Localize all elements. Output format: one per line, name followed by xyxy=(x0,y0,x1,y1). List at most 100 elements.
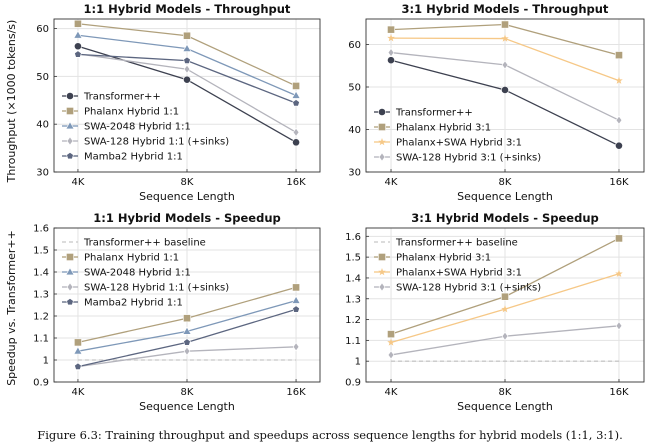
plot-frame xyxy=(53,18,321,173)
data-point xyxy=(183,56,191,64)
legend-label: Phalanx+SWA Hybrid 3:1 xyxy=(396,138,522,149)
legend-marker xyxy=(66,253,74,261)
chart-panel-4: 0.9 1 1.1 1.2 1.3 1.4 1.5 1.6 4K 8K 16K 3:1 Hybrid … xyxy=(345,211,645,413)
legend-label: Transformer++ baseline xyxy=(395,238,518,249)
y-tick-label: 1.6 xyxy=(33,224,49,235)
legend-label: Phalanx Hybrid 1:1 xyxy=(84,107,179,118)
chart-panel-2: 30 40 50 60 4K 8K 16K 3:1 Hybrid Models - Throu… xyxy=(348,2,645,203)
data-point xyxy=(183,314,191,323)
y-tick-label: 0.9 xyxy=(345,378,361,389)
chart-panel-1: 30 40 50 60 4K 8K 16K 1:1 Hybrid Models - Throu… xyxy=(36,2,321,203)
chart-title: 3:1 Hybrid Models - Throughput xyxy=(402,2,609,16)
x-tick-label: 4K xyxy=(385,177,398,188)
legend-label: SWA-2048 Hybrid 1:1 xyxy=(84,268,191,279)
data-point xyxy=(182,326,192,335)
chart-panel-3: 0.9 1 1.1 1.2 1.3 1.4 1.5 1.6 4K 8K 16K 1:1 Hybrid … xyxy=(33,211,321,413)
x-tick-label: 8K xyxy=(499,387,512,398)
data-point xyxy=(387,330,395,339)
chart-title: 3:1 Hybrid Models - Speedup xyxy=(411,211,599,225)
y-tick-label: 40 xyxy=(348,125,361,136)
data-point xyxy=(291,295,301,304)
y-tick-label: 1.2 xyxy=(33,312,49,323)
data-point xyxy=(501,292,509,301)
legend-label: SWA-128 Hybrid 3:1 (+sinks) xyxy=(396,153,541,164)
legend-marker xyxy=(378,123,386,131)
data-point xyxy=(182,43,192,52)
y-tick-label: 1 xyxy=(355,357,361,368)
data-point xyxy=(615,141,623,150)
legend-marker xyxy=(378,253,386,261)
legend-label: Phalanx Hybrid 1:1 xyxy=(84,253,179,264)
data-point xyxy=(501,34,509,42)
figure-canvas: Throughput (×1000 tokens/s) Speedup vs. … xyxy=(5,2,645,413)
legend-marker xyxy=(66,298,74,306)
legend-marker xyxy=(378,152,386,162)
x-tick-label: 8K xyxy=(181,177,194,188)
y-tick-label: 1.6 xyxy=(345,232,361,243)
x-axis-label: Sequence Length xyxy=(457,190,553,203)
data-point xyxy=(501,305,509,313)
y-tick-label: 1.4 xyxy=(345,273,361,284)
speedup-ylabel: Speedup vs. Transformer++ xyxy=(5,230,18,386)
data-point xyxy=(74,362,82,370)
data-point xyxy=(292,283,300,292)
data-point xyxy=(74,19,82,28)
data-point xyxy=(74,50,82,58)
legend-marker xyxy=(66,92,74,100)
data-point xyxy=(615,76,623,84)
data-point xyxy=(615,234,623,243)
x-tick-label: 16K xyxy=(609,387,629,398)
legend-marker xyxy=(65,267,75,276)
data-point xyxy=(387,34,395,42)
y-tick-label: 50 xyxy=(348,83,361,94)
data-point xyxy=(292,82,300,90)
x-tick-label: 4K xyxy=(71,387,84,398)
legend-marker xyxy=(66,136,74,146)
data-point xyxy=(183,64,191,74)
legend-label: Mamba2 Hybrid 1:1 xyxy=(84,152,183,163)
data-point xyxy=(387,350,395,360)
legend-marker xyxy=(378,108,386,116)
data-point xyxy=(183,338,191,346)
plot-frame xyxy=(365,227,645,383)
legend-label: SWA-128 Hybrid 1:1 (+sinks) xyxy=(84,137,229,148)
data-point xyxy=(73,346,83,355)
data-point xyxy=(501,60,509,70)
throughput-ylabel: Throughput (×1000 tokens/s) xyxy=(5,20,18,184)
x-tick-label: 16K xyxy=(286,387,306,398)
data-point xyxy=(292,138,300,147)
x-tick-label: 8K xyxy=(499,177,512,188)
data-point xyxy=(501,331,509,341)
x-axis-label: Sequence Length xyxy=(139,190,235,203)
legend-marker xyxy=(65,121,75,130)
y-tick-label: 0.9 xyxy=(33,378,49,389)
chart-title: 1:1 Hybrid Models - Speedup xyxy=(93,211,281,225)
data-point xyxy=(183,31,191,40)
x-tick-label: 16K xyxy=(609,177,629,188)
x-axis-label: Sequence Length xyxy=(457,400,553,413)
legend-marker xyxy=(378,138,386,146)
y-tick-label: 1.3 xyxy=(345,294,361,305)
data-point xyxy=(615,51,623,60)
data-point xyxy=(501,86,509,94)
data-point xyxy=(183,75,191,84)
x-tick-label: 4K xyxy=(385,387,398,398)
figure-caption: Figure 6.3: Training throughput and spee… xyxy=(37,428,623,442)
data-point xyxy=(74,42,82,51)
data-point xyxy=(501,20,509,29)
data-point xyxy=(387,56,395,65)
legend-marker xyxy=(66,107,74,115)
y-tick-label: 50 xyxy=(36,72,49,83)
x-tick-label: 16K xyxy=(286,177,306,188)
y-tick-label: 60 xyxy=(348,40,361,51)
legend-label: SWA-128 Hybrid 1:1 (+sinks) xyxy=(84,283,229,294)
data-point xyxy=(292,342,300,352)
y-tick-label: 1 xyxy=(43,356,49,367)
data-point xyxy=(615,321,623,331)
legend-marker xyxy=(378,268,386,276)
data-point xyxy=(615,269,623,277)
data-point xyxy=(74,338,82,347)
y-tick-label: 1.2 xyxy=(345,315,361,326)
x-axis-label: Sequence Length xyxy=(139,400,235,413)
data-point xyxy=(387,48,395,58)
